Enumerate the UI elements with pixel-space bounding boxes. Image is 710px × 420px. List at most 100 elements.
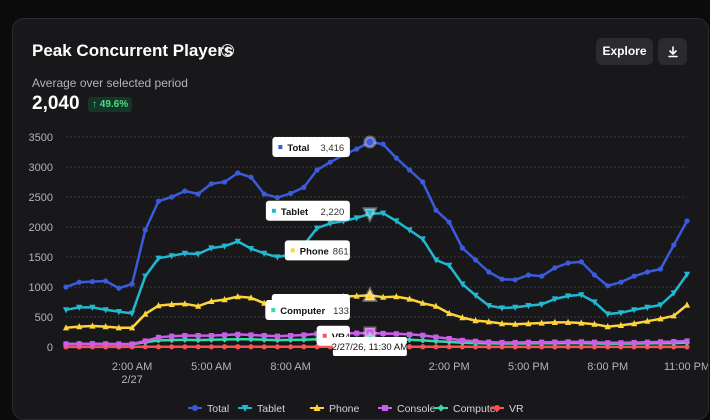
point-console (156, 335, 161, 340)
hover-point-total (365, 137, 375, 147)
point-console (565, 339, 570, 344)
point-total (592, 272, 597, 277)
point-total (658, 266, 663, 271)
point-console (222, 332, 227, 337)
point-total (103, 278, 108, 283)
legend-label-console[interactable]: Console (397, 403, 436, 415)
point-total (248, 175, 253, 180)
point-console (129, 341, 134, 346)
point-total (275, 195, 280, 200)
point-total (433, 208, 438, 213)
legend-marker-computer (438, 405, 445, 412)
point-total (579, 259, 584, 264)
y-tick-label: 2000 (29, 222, 53, 234)
tooltip-name-total: Total (287, 143, 309, 154)
point-console (381, 331, 386, 336)
point-vr (288, 344, 293, 349)
point-console (513, 340, 518, 345)
point-console (275, 334, 280, 339)
point-total (684, 218, 689, 223)
point-total (182, 188, 187, 193)
series-line-total (66, 142, 687, 288)
x-tick-label: 11:00 PM (664, 361, 708, 373)
point-total (354, 146, 359, 151)
point-vr (248, 344, 253, 349)
point-total (381, 142, 386, 147)
x-tick-sublabel: 2/27 (121, 374, 142, 386)
point-console (433, 335, 438, 340)
point-total (156, 199, 161, 204)
point-total (222, 179, 227, 184)
x-tick-label: 5:00 AM (191, 361, 231, 373)
point-phone (684, 301, 690, 307)
point-total (645, 269, 650, 274)
point-total (116, 286, 121, 291)
point-vr (169, 344, 174, 349)
point-total (513, 277, 518, 282)
point-console (354, 331, 359, 336)
point-console (407, 332, 412, 337)
point-vr (222, 344, 227, 349)
point-total (328, 160, 333, 165)
point-console (552, 339, 557, 344)
point-console (301, 332, 306, 337)
tooltip-swatch-vr (323, 334, 327, 338)
point-vr (196, 344, 201, 349)
point-total (314, 167, 319, 172)
legend-label-tablet[interactable]: Tablet (257, 403, 285, 415)
point-console (196, 333, 201, 338)
y-tick-label: 1000 (29, 282, 53, 294)
x-tick-label: 8:00 PM (587, 361, 628, 373)
point-total (447, 220, 452, 225)
point-total (632, 274, 637, 279)
y-tick-label: 3500 (29, 132, 53, 144)
legend-label-total[interactable]: Total (207, 403, 229, 415)
hover-point-tablet (364, 209, 375, 220)
point-console (499, 340, 504, 345)
point-total (129, 281, 134, 286)
x-tick-label: 5:00 PM (508, 361, 549, 373)
point-total (486, 269, 491, 274)
point-total (196, 191, 201, 196)
point-total (605, 283, 610, 288)
point-vr (209, 344, 214, 349)
point-console (394, 331, 399, 336)
point-total (565, 260, 570, 265)
y-tick-label: 3000 (29, 162, 53, 174)
point-vr (262, 344, 267, 349)
point-console (618, 340, 623, 345)
tooltip-swatch-total (278, 145, 282, 149)
chart-card: Peak Concurrent Players i Explore Averag… (12, 18, 709, 420)
tooltip-swatch-tablet (272, 209, 276, 213)
legend-label-phone[interactable]: Phone (329, 403, 360, 415)
point-console (592, 340, 597, 345)
point-total (77, 280, 82, 285)
point-total (460, 245, 465, 250)
tooltip-name-tablet: Tablet (281, 207, 309, 218)
point-console (77, 341, 82, 346)
point-total (262, 191, 267, 196)
tooltip-name-phone: Phone (300, 246, 329, 257)
point-total (143, 227, 148, 232)
series-line-tablet (66, 213, 687, 314)
point-console (169, 334, 174, 339)
point-total (552, 265, 557, 270)
point-console (248, 332, 253, 337)
point-total (301, 185, 306, 190)
point-total (288, 191, 293, 196)
point-console (671, 339, 676, 344)
point-total (63, 284, 68, 289)
point-total (473, 257, 478, 262)
point-console (262, 333, 267, 338)
x-tick-label: 2:00 PM (429, 361, 470, 373)
point-total (407, 167, 412, 172)
point-console (460, 338, 465, 343)
y-tick-label: 2500 (29, 192, 53, 204)
x-tick-label: 8:00 AM (270, 361, 310, 373)
point-console (103, 341, 108, 346)
point-console (90, 341, 95, 346)
point-console (288, 333, 293, 338)
legend-label-vr[interactable]: VR (509, 403, 524, 415)
point-total (539, 274, 544, 279)
